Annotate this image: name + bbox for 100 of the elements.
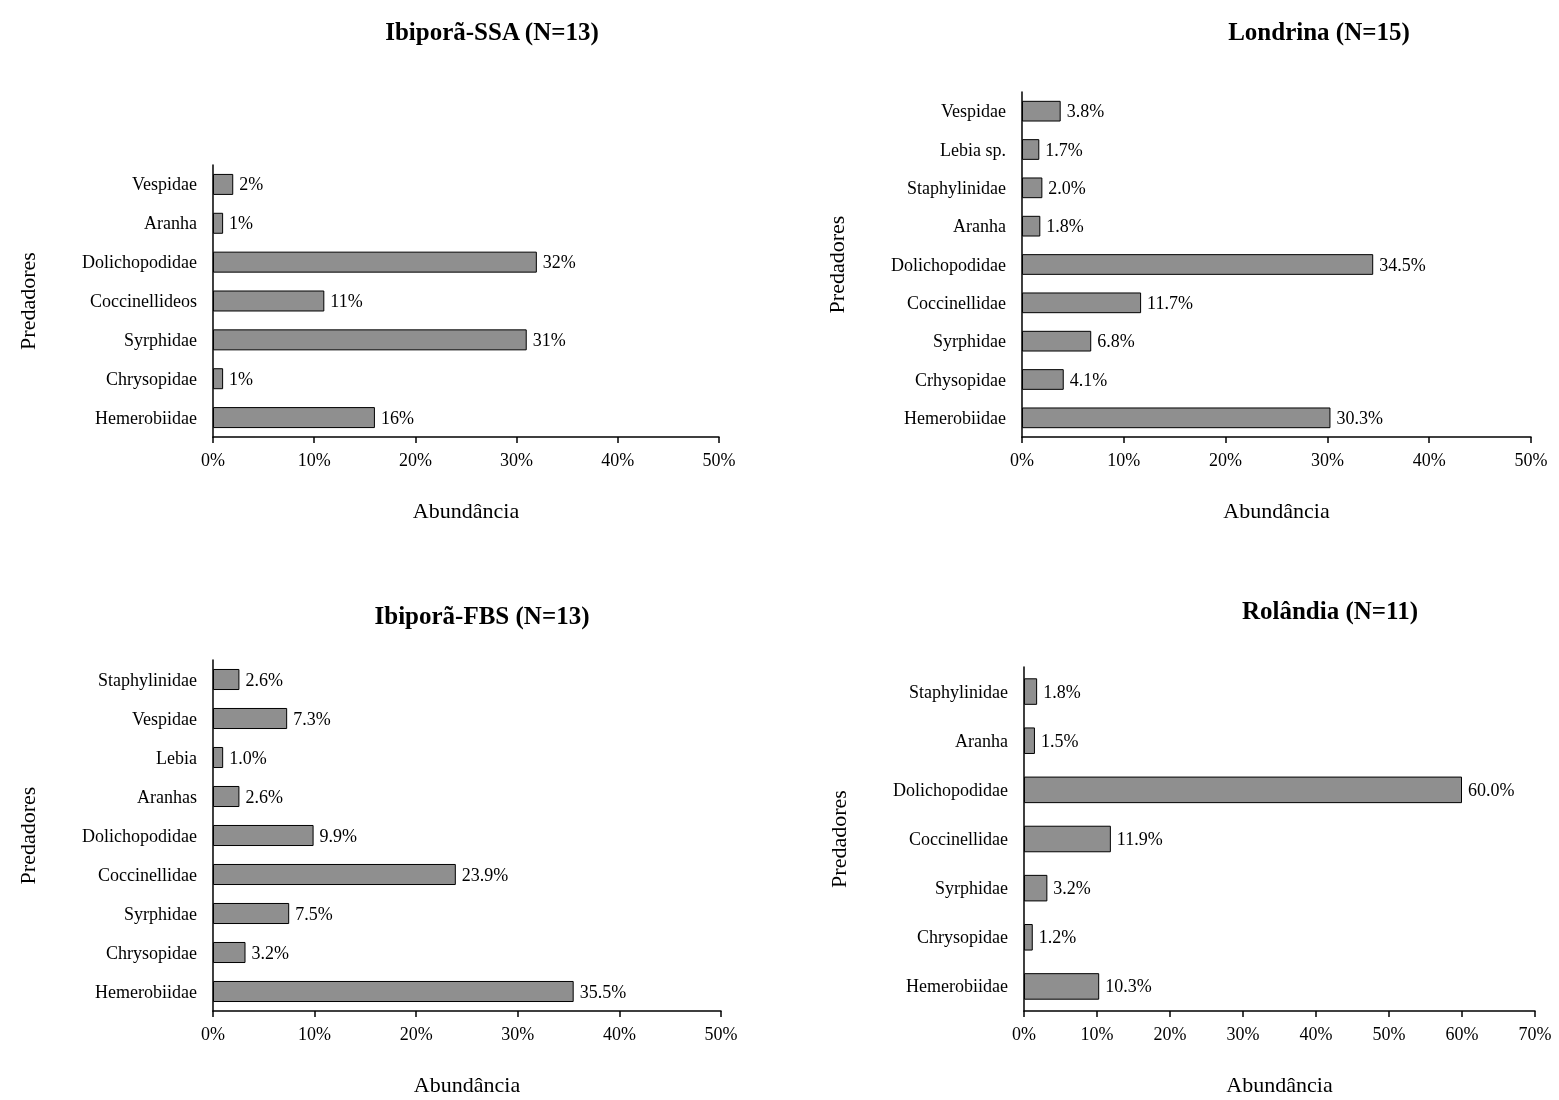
x-axis-title: Abundância	[1226, 1071, 1333, 1097]
y-tick-label: Aranhas	[137, 786, 197, 807]
y-tick-label: Dolichopodidae	[82, 252, 197, 273]
x-tick-label: 40%	[1299, 1024, 1333, 1044]
x-axis-title: Abundância	[412, 497, 520, 523]
y-tick-label: Aranha	[144, 213, 197, 234]
x-tick-label: 20%	[399, 1024, 433, 1044]
data-label: 1.8%	[1043, 681, 1081, 702]
x-tick-label: 50%	[702, 450, 736, 470]
x-tick-label: 10%	[1107, 450, 1141, 470]
data-label: 1%	[229, 213, 254, 234]
x-tick-label: 0%	[1012, 1024, 1036, 1044]
y-tick-label: Chrysopidae	[917, 927, 1009, 948]
x-tick-label: 30%	[500, 450, 534, 470]
data-label: 3.2%	[251, 942, 290, 963]
x-tick-label: 0%	[201, 1024, 225, 1044]
data-label: 2.6%	[245, 669, 283, 690]
y-tick-label: Crhysopidae	[915, 369, 1007, 390]
x-tick-label: 40%	[601, 450, 635, 470]
y-tick-label: Chrysopidae	[106, 942, 198, 963]
y-axis-title: Predadores	[14, 252, 40, 350]
data-label: 2.6%	[245, 786, 283, 807]
y-tick-label: Vespidae	[132, 708, 197, 729]
y-tick-label: Coccinellideos	[90, 291, 197, 311]
x-tick-label: 40%	[1412, 450, 1446, 470]
x-tick-label: 0%	[201, 450, 225, 470]
x-tick-label: 50%	[1372, 1024, 1406, 1044]
data-label: 9.9%	[319, 825, 358, 846]
y-tick-label: Coccinellidae	[98, 864, 197, 885]
data-label: 32%	[542, 252, 576, 273]
y-tick-label: Coccinellidae	[909, 829, 1008, 849]
x-tick-label: 30%	[501, 1024, 535, 1044]
data-label: 11%	[330, 291, 363, 311]
x-axis-title: Abundância	[1223, 497, 1330, 523]
y-axis-title: Predadores	[825, 790, 851, 888]
y-tick-label: Staphylinidae	[909, 681, 1009, 702]
x-tick-label: 10%	[298, 1024, 332, 1044]
x-tick-label: 30%	[1226, 1024, 1260, 1044]
data-label: 60.0%	[1468, 779, 1515, 800]
y-tick-label: Dolichopodidae	[891, 254, 1006, 275]
data-label: 3.8%	[1066, 101, 1105, 122]
data-label: 7.5%	[295, 903, 333, 924]
y-axis-title: Predadores	[14, 786, 40, 885]
data-label: 1.2%	[1038, 927, 1077, 948]
data-label: 10.3%	[1105, 976, 1152, 997]
data-label: 31%	[532, 329, 566, 350]
data-label: 1.5%	[1040, 730, 1079, 751]
y-tick-label: Aranha	[955, 730, 1008, 751]
y-tick-label: Chrysopidae	[106, 368, 198, 389]
y-tick-label: Hemerobiidae	[904, 407, 1007, 428]
y-tick-label: Coccinellidae	[907, 292, 1006, 313]
y-axis-title: Predadores	[823, 215, 849, 314]
x-tick-label: 0%	[1010, 450, 1034, 470]
data-label: 11.7%	[1147, 292, 1193, 313]
y-tick-label: Vespidae	[132, 174, 197, 195]
data-label: 1.7%	[1045, 139, 1083, 160]
data-label: 34.5%	[1379, 254, 1426, 275]
chart-title: Ibiporã-SSA (N=13)	[385, 18, 599, 46]
y-tick-label: Syrphidae	[933, 331, 1007, 352]
data-label: 2.0%	[1048, 177, 1086, 198]
data-label: 3.2%	[1053, 878, 1091, 899]
y-tick-label: Vespidae	[941, 101, 1006, 122]
y-tick-label: Dolichopodidae	[82, 825, 197, 846]
y-tick-label: Lebia	[156, 747, 197, 768]
data-label: 7.3%	[293, 708, 331, 729]
x-tick-label: 20%	[1153, 1024, 1187, 1044]
y-tick-label: Hemerobiidae	[95, 407, 198, 428]
x-tick-label: 50%	[704, 1024, 738, 1044]
data-label: 1.0%	[229, 747, 267, 768]
chart-title: Ibiporã-FBS (N=13)	[374, 602, 590, 630]
data-label: 30.3%	[1336, 407, 1383, 428]
x-axis-title: Abundância	[413, 1071, 521, 1097]
data-label: 16%	[380, 407, 414, 428]
data-label: 2%	[239, 174, 264, 195]
chart-title: Londrina (N=15)	[1228, 18, 1410, 46]
data-label: 35.5%	[579, 981, 627, 1002]
x-tick-label: 20%	[1209, 450, 1243, 470]
y-tick-label: Dolichopodidae	[893, 779, 1008, 800]
x-tick-label: 40%	[602, 1024, 636, 1044]
y-tick-label: Staphylinidae	[907, 177, 1007, 198]
y-tick-label: Hemerobiidae	[95, 981, 198, 1002]
y-tick-label: Aranha	[953, 216, 1006, 237]
data-label: 6.8%	[1097, 331, 1135, 352]
data-label: 11.9%	[1116, 829, 1163, 849]
x-tick-label: 20%	[398, 450, 432, 470]
chart-title: Rolândia (N=11)	[1241, 597, 1419, 625]
x-tick-label: 10%	[1080, 1024, 1114, 1044]
data-label: 4.1%	[1069, 369, 1108, 390]
y-tick-label: Syrphidae	[124, 903, 198, 924]
y-tick-label: Syrphidae	[124, 329, 198, 350]
data-label: 1.8%	[1046, 216, 1084, 237]
x-tick-label: 10%	[297, 450, 331, 470]
y-tick-label: Syrphidae	[935, 878, 1009, 899]
data-label: 23.9%	[461, 864, 509, 885]
y-tick-label: Hemerobiidae	[906, 976, 1009, 997]
y-tick-label: Staphylinidae	[98, 669, 198, 690]
x-tick-label: 60%	[1445, 1024, 1479, 1044]
x-tick-label: 70%	[1518, 1024, 1552, 1044]
y-tick-label: Lebia sp.	[940, 139, 1006, 160]
x-tick-label: 30%	[1310, 450, 1344, 470]
